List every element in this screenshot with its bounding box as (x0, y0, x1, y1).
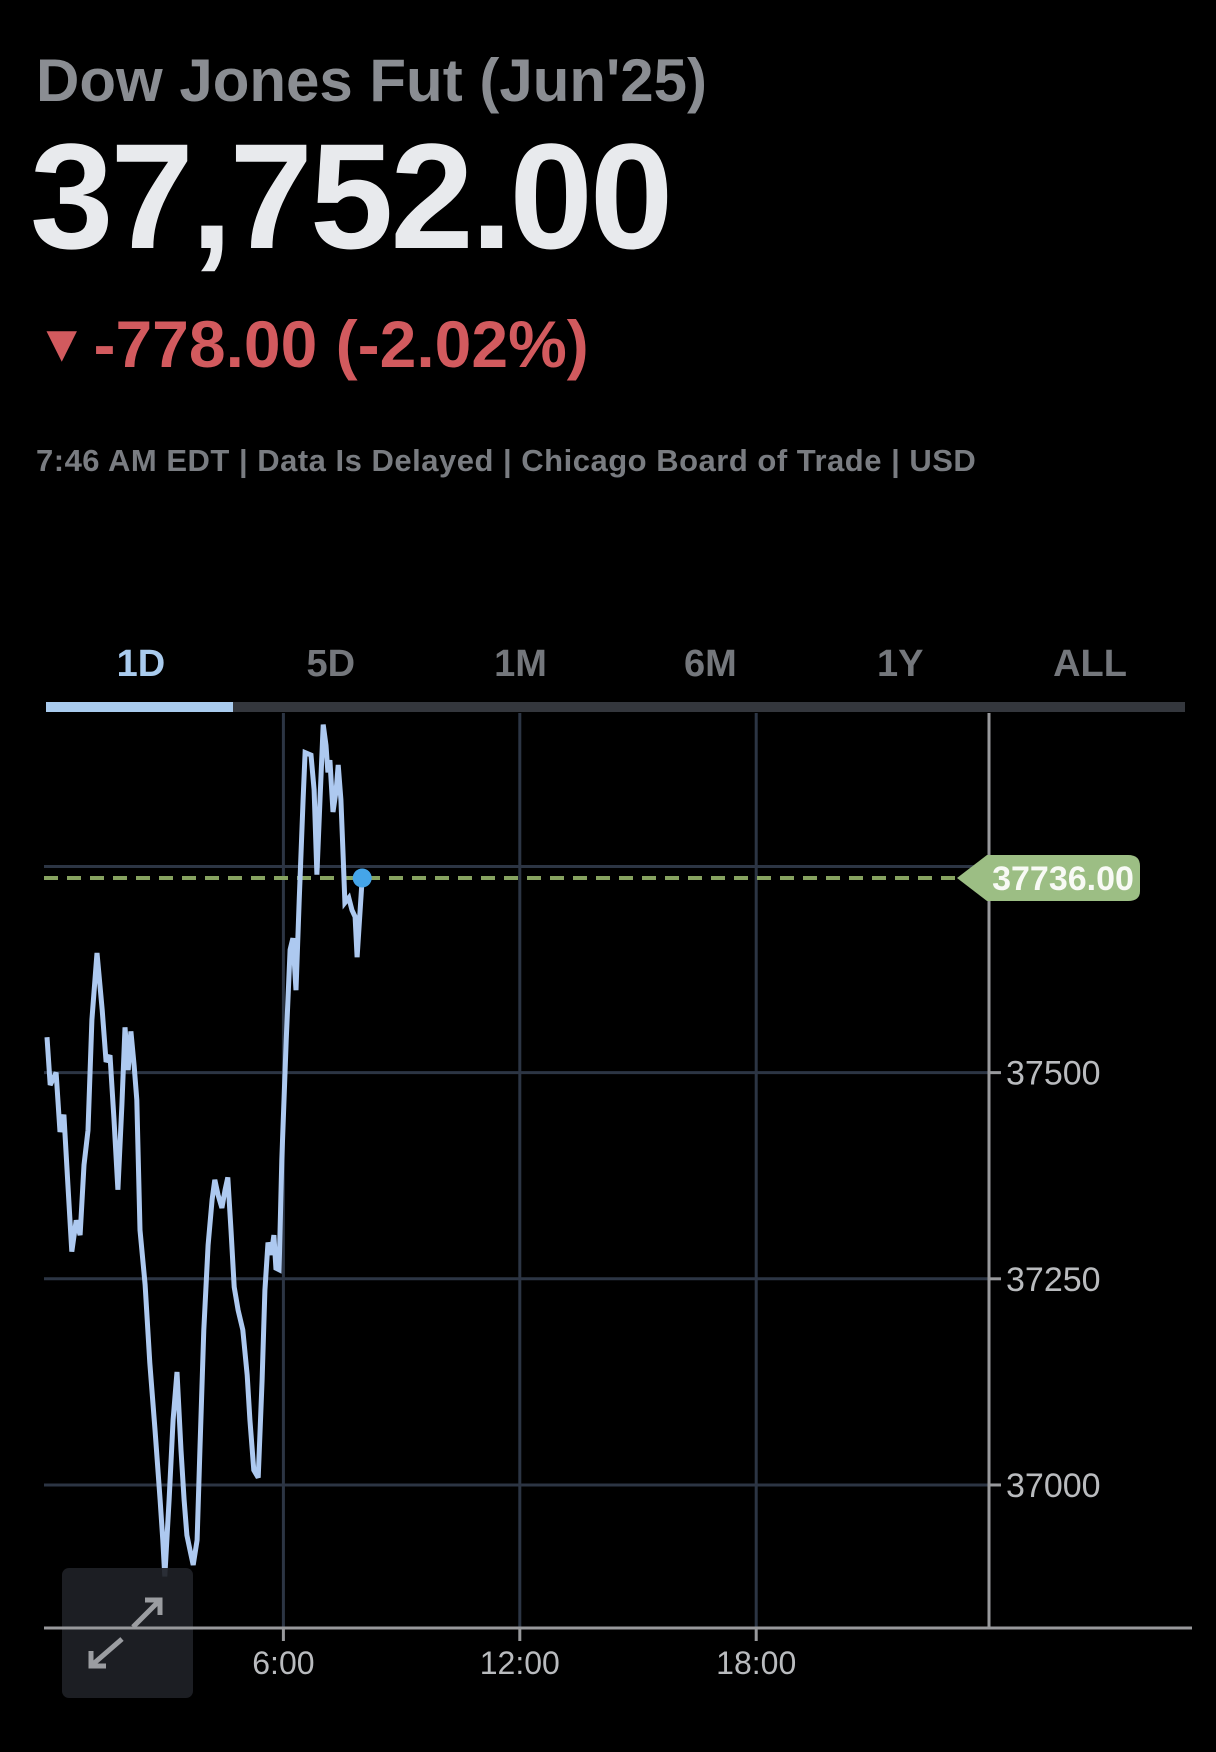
y-axis-label: 37500 (1006, 1055, 1101, 1093)
current-price: 37,752.00 (30, 112, 673, 280)
y-axis-label: 37000 (1006, 1467, 1101, 1505)
last-price-badge (957, 855, 1140, 901)
current-price-dot (352, 868, 372, 888)
last-price-badge-label: 37736.00 (992, 860, 1134, 898)
tab-1d[interactable]: 1D (116, 643, 166, 685)
tab-5d[interactable]: 5D (306, 643, 356, 685)
range-track-active-segment (46, 702, 233, 712)
price-line-series (44, 724, 365, 1577)
tab-6m[interactable]: 6M (684, 643, 737, 685)
expand-button[interactable] (62, 1568, 193, 1698)
page-title: Dow Jones Fut (Jun'25) (36, 47, 707, 114)
market-info-line: 7:46 AM EDT | Data Is Delayed | Chicago … (36, 443, 977, 478)
tab-1y[interactable]: 1Y (876, 643, 924, 685)
down-triangle-icon: ▼ (36, 315, 88, 373)
range-track (46, 702, 1185, 712)
y-axis-label: 37250 (1006, 1261, 1101, 1299)
x-axis-label: 12:00 (480, 1645, 560, 1681)
range-tabs: 1D 5D 1M 6M 1Y ALL (46, 638, 1185, 690)
expand-up-right-arrow-icon (131, 1597, 163, 1629)
tab-all[interactable]: ALL (1053, 643, 1127, 685)
tab-1m[interactable]: 1M (494, 643, 547, 685)
expand-down-left-arrow-icon (88, 1637, 124, 1669)
x-axis-label: 18:00 (716, 1645, 796, 1681)
price-change-value: -778.00 (-2.02%) (93, 307, 589, 381)
x-axis-label: 6:00 (252, 1645, 314, 1681)
price-change: ▼ -778.00 (-2.02%) (36, 306, 589, 382)
